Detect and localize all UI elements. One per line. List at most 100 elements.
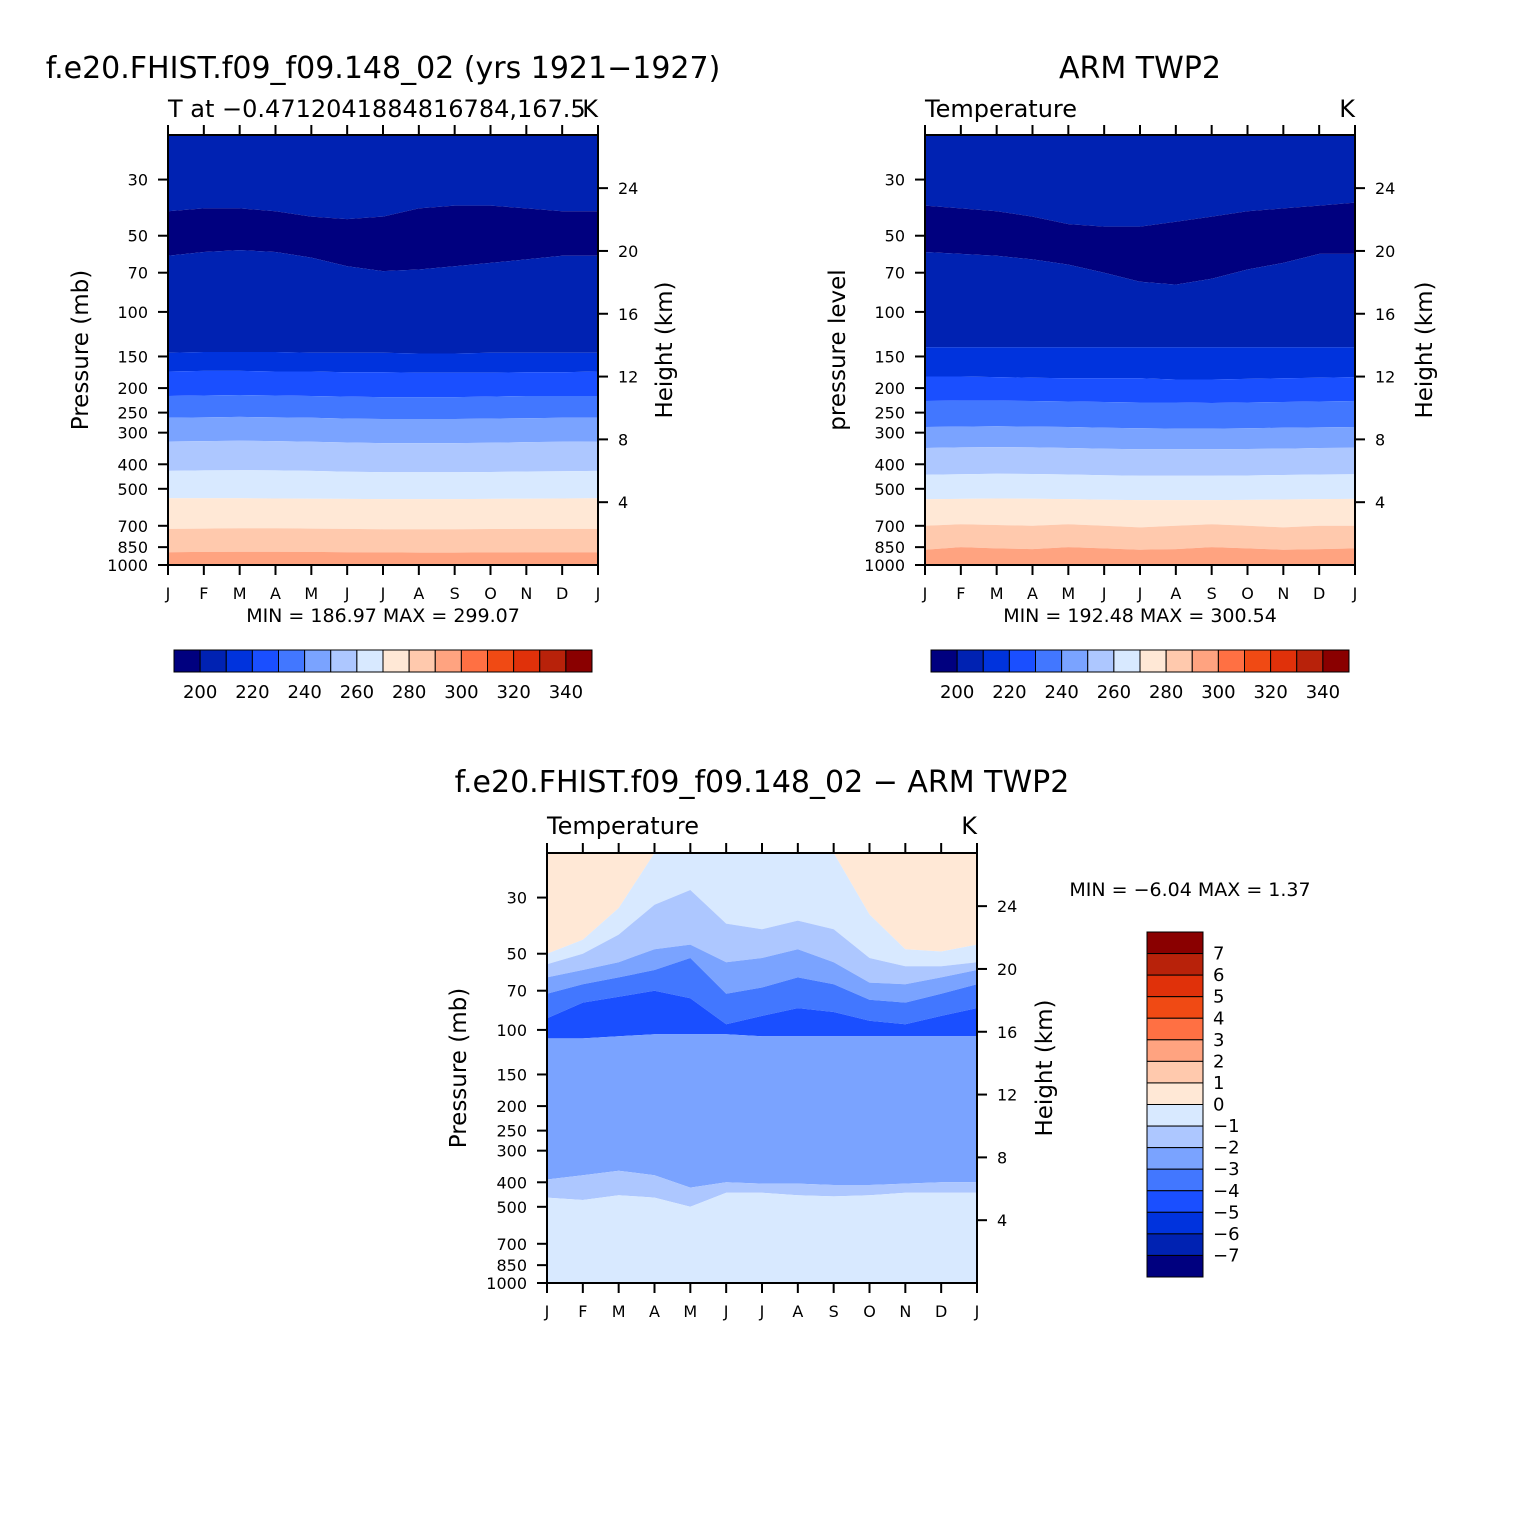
min-max-stats: MIN = 186.97 MAX = 299.07 — [246, 605, 520, 627]
colorbar-label: 240 — [1044, 682, 1078, 703]
contour-band — [547, 958, 977, 1025]
y-tick-label: 700 — [874, 517, 905, 536]
panel-subtitle: Temperature — [546, 812, 699, 840]
x-tick-label: A — [1170, 584, 1181, 603]
colorbar-label: 280 — [392, 682, 426, 703]
y-tick-label: 400 — [496, 1173, 527, 1192]
y-right-tick-label: 4 — [618, 493, 628, 512]
colorbar-box — [460, 649, 488, 673]
colorbar-label: −1 — [1213, 1116, 1240, 1137]
x-tick-label: J — [544, 1302, 550, 1321]
colorbar-box — [1296, 649, 1324, 673]
panel-subtitle: Temperature — [924, 95, 1077, 123]
colorbar-label: 6 — [1213, 965, 1224, 986]
colorbar-label: −7 — [1213, 1245, 1240, 1266]
y-right-tick-label: 20 — [997, 960, 1017, 979]
colorbar-box — [382, 649, 410, 673]
y-tick-label: 30 — [885, 171, 905, 190]
x-tick-label: J — [1137, 584, 1143, 603]
x-tick-label: S — [450, 584, 460, 603]
x-tick-label: S — [1207, 584, 1217, 603]
contour-band — [547, 944, 977, 1003]
colorbar-label: 300 — [1201, 682, 1235, 703]
colorbar-label: 260 — [1097, 682, 1131, 703]
contour-band — [168, 205, 598, 272]
x-tick-label: J — [1101, 584, 1107, 603]
y-right-tick-label: 16 — [618, 305, 638, 324]
colorbar-box — [1008, 649, 1036, 673]
colorbar-box — [434, 649, 462, 673]
contour-band — [547, 853, 977, 954]
colorbar-label: −4 — [1213, 1181, 1240, 1202]
contour-band — [547, 990, 977, 1039]
x-tick-label: M — [612, 1302, 626, 1321]
x-tick-label: D — [556, 584, 568, 603]
contour-band — [547, 1170, 977, 1207]
colorbar-box — [330, 649, 358, 673]
contour-band — [168, 135, 598, 220]
x-tick-label: J — [595, 584, 601, 603]
contour-fills — [547, 853, 977, 1283]
y-tick-label: 700 — [117, 517, 148, 536]
colorbar-box — [1146, 1211, 1204, 1235]
contour-band — [547, 1034, 977, 1188]
contour-band — [168, 470, 598, 500]
y-right-tick-label: 12 — [997, 1086, 1017, 1105]
colorbar-box — [1113, 649, 1141, 673]
x-tick-label: M — [304, 584, 318, 603]
colorbar-box — [1146, 931, 1204, 955]
contour-band — [925, 376, 1355, 403]
x-tick-label: J — [922, 584, 928, 603]
x-tick-label: A — [413, 584, 424, 603]
contour-band — [168, 440, 598, 473]
x-tick-label: A — [649, 1302, 660, 1321]
colorbar-box — [1061, 649, 1089, 673]
y-right-tick-label: 4 — [1375, 493, 1385, 512]
colorbar: 200 220 240 260 280 300 320 340 — [930, 649, 1350, 703]
y-axis-right-label: Height (km) — [1032, 999, 1058, 1136]
colorbar-label: −2 — [1213, 1138, 1240, 1159]
y-tick-label: 300 — [496, 1142, 527, 1161]
colorbar-box — [1139, 649, 1167, 673]
y-tick-label: 70 — [128, 264, 148, 283]
contour-band — [925, 400, 1355, 429]
contour-band — [168, 416, 598, 444]
colorbar-label: 260 — [340, 682, 374, 703]
y-right-tick-label: 16 — [1375, 305, 1395, 324]
y-tick-label: 70 — [885, 264, 905, 283]
contour-band — [925, 498, 1355, 528]
colorbar-box — [1146, 1125, 1204, 1149]
y-tick-label: 100 — [496, 1021, 527, 1040]
y-tick-label: 200 — [117, 379, 148, 398]
y-tick-label: 50 — [885, 227, 905, 246]
contour-band — [547, 890, 977, 985]
contour-band — [925, 426, 1355, 450]
y-right-tick-label: 4 — [997, 1211, 1007, 1230]
y-tick-label: 250 — [874, 404, 905, 423]
y-tick-label: 100 — [874, 303, 905, 322]
contour-band — [168, 352, 598, 373]
colorbar: 200 220 240 260 280 300 320 340 — [173, 649, 593, 703]
colorbar-label: 2 — [1213, 1051, 1224, 1072]
x-tick-label: A — [1027, 584, 1038, 603]
y-right-tick-label: 20 — [1375, 242, 1395, 261]
colorbar-label: 240 — [287, 682, 321, 703]
colorbar-box — [1146, 1190, 1204, 1213]
y-tick-label: 50 — [507, 945, 527, 964]
y-right-tick-label: 24 — [618, 179, 638, 198]
colorbar-label: 220 — [235, 682, 269, 703]
y-tick-label: 200 — [874, 379, 905, 398]
y-tick-label: 1000 — [107, 556, 148, 575]
contour-band — [925, 473, 1355, 501]
y-tick-label: 200 — [496, 1097, 527, 1116]
x-tick-label: S — [829, 1302, 839, 1321]
x-tick-label: J — [344, 584, 350, 603]
colorbar-label: 300 — [444, 682, 478, 703]
colorbar-box — [1146, 1039, 1204, 1062]
x-tick-label: J — [723, 1302, 729, 1321]
y-tick-label: 150 — [496, 1065, 527, 1084]
min-max-stats: MIN = 192.48 MAX = 300.54 — [1003, 605, 1277, 627]
colorbar-label: 7 — [1213, 944, 1224, 965]
colorbar-box — [1146, 1060, 1204, 1084]
